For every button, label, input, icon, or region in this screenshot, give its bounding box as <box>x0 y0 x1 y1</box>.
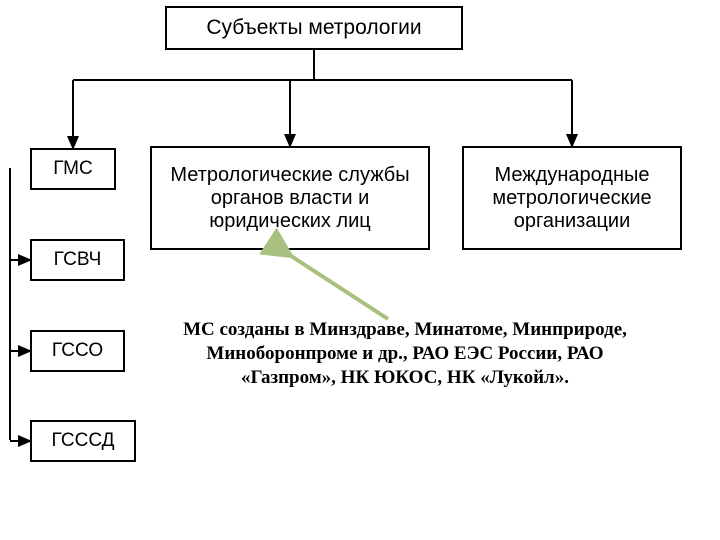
caption-text: МС созданы в Минздраве, Минатоме, Минпри… <box>170 318 640 389</box>
node-root-label: Субъекты метрологии <box>206 16 421 40</box>
node-gms-label: ГМС <box>53 158 92 180</box>
node-gsssd: ГСССД <box>30 420 136 462</box>
node-intl: Международные метрологические организаци… <box>462 146 682 250</box>
node-intl-label: Международные метрологические организаци… <box>472 164 672 233</box>
node-gsso: ГССО <box>30 330 125 372</box>
node-services-label: Метрологические службы органов власти и … <box>160 164 420 233</box>
node-root: Субъекты метрологии <box>165 6 463 50</box>
node-services: Метрологические службы органов власти и … <box>150 146 430 250</box>
node-gsvch-label: ГСВЧ <box>54 249 102 271</box>
node-gms: ГМС <box>30 148 116 190</box>
node-gsso-label: ГССО <box>52 340 103 362</box>
node-gsssd-label: ГСССД <box>51 430 114 452</box>
node-gsvch: ГСВЧ <box>30 239 125 281</box>
